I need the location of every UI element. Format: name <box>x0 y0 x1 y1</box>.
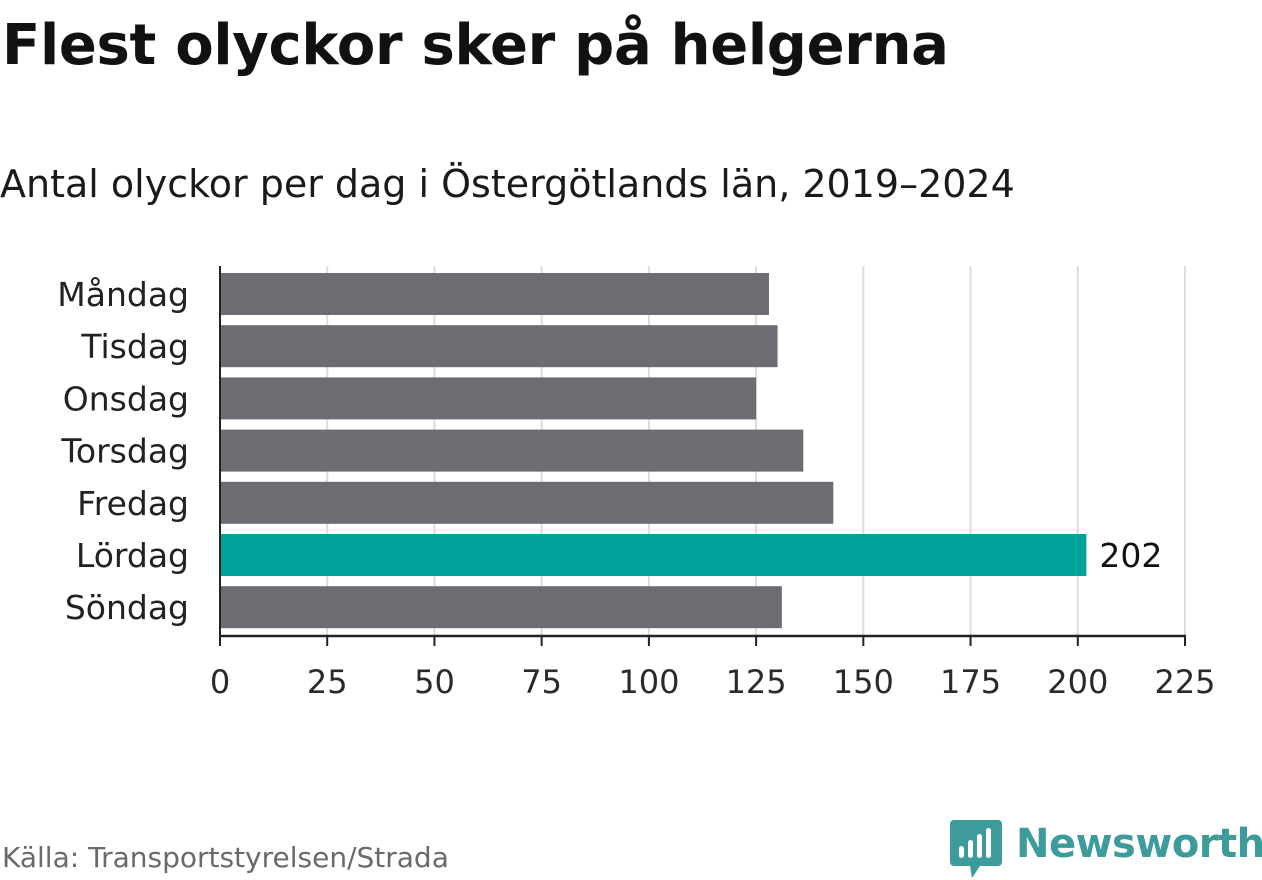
bar-lördag <box>221 534 1087 576</box>
x-tick-label: 50 <box>414 663 455 701</box>
source-note: Källa: Transportstyrelsen/Strada <box>2 841 449 874</box>
category-label: Tisdag <box>80 327 189 366</box>
bar-fredag <box>221 481 834 524</box>
category-label: Söndag <box>65 588 189 627</box>
brand-name: Newsworthy <box>1016 821 1262 867</box>
chart-title: Flest olyckor sker på helgerna <box>2 13 949 78</box>
x-tick-label: 75 <box>521 663 562 701</box>
x-tick-label: 225 <box>1154 663 1215 701</box>
x-tick-label: 150 <box>833 663 894 701</box>
x-axis: 0 25 50 75 100 125 150 175 200 225 <box>210 266 1216 701</box>
x-tick-label: 0 <box>210 663 230 701</box>
category-label: Onsdag <box>63 379 189 418</box>
bar-söndag <box>221 586 782 629</box>
x-tick-label: 175 <box>940 663 1001 701</box>
category-label: Måndag <box>57 275 189 314</box>
category-label: Lördag <box>76 536 189 575</box>
brand-logo[interactable]: Newsworthy <box>950 818 1262 878</box>
bar-chart-bubble-icon <box>950 820 1002 878</box>
bar-torsdag <box>221 429 804 472</box>
bars <box>221 273 1087 629</box>
data-labels: 202 <box>1099 536 1162 575</box>
x-tick-label: 100 <box>618 663 679 701</box>
bar-måndag <box>221 273 769 315</box>
x-tick-label: 200 <box>1047 663 1108 701</box>
x-tick-label: 25 <box>307 663 348 701</box>
category-label: Torsdag <box>60 432 189 471</box>
bar-tisdag <box>221 325 778 368</box>
category-labels: Måndag Tisdag Onsdag Torsdag Fredag Lördag Sön… <box>57 275 189 627</box>
data-label: 202 <box>1099 536 1162 575</box>
chart-subtitle: Antal olyckor per dag i Östergötlands lä… <box>0 162 1015 206</box>
category-label: Fredag <box>77 484 189 523</box>
bar-onsdag <box>221 377 757 420</box>
x-tick-label: 125 <box>726 663 787 701</box>
